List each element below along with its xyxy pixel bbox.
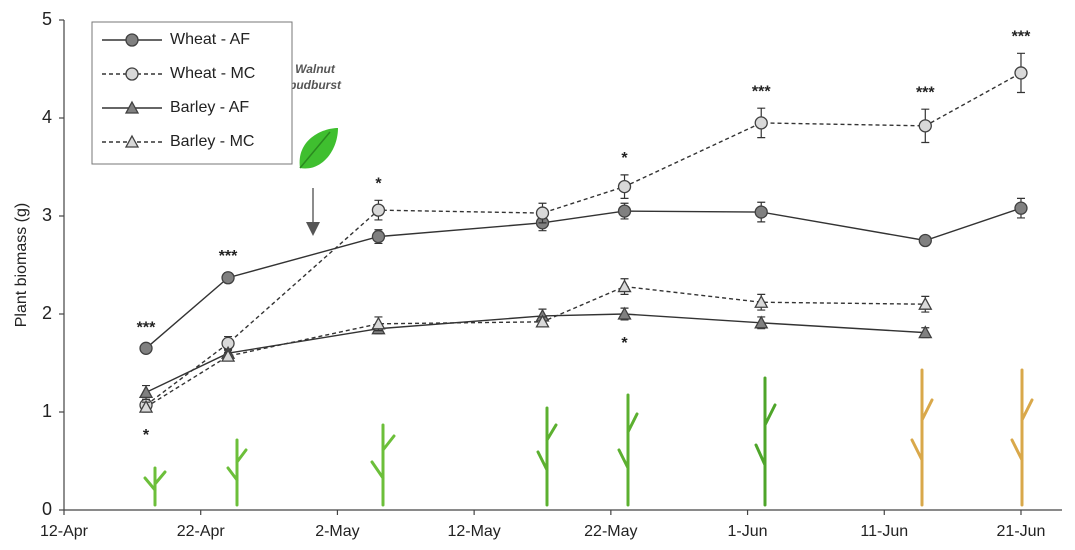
x-tick-label: 12-May — [447, 523, 500, 540]
y-tick-label: 2 — [42, 303, 52, 323]
plant-icon — [145, 468, 165, 505]
significance-label: *** — [752, 83, 771, 100]
legend-marker — [126, 34, 138, 46]
y-tick-label: 3 — [42, 205, 52, 225]
significance-label: * — [375, 176, 382, 193]
x-tick-label: 22-Apr — [177, 523, 226, 540]
significance-label: * — [621, 150, 628, 167]
y-tick-label: 1 — [42, 401, 52, 421]
data-point — [619, 205, 631, 217]
significance-label: *** — [137, 320, 156, 337]
data-point — [140, 342, 152, 354]
data-point — [536, 207, 548, 219]
data-point — [372, 204, 384, 216]
series-line — [146, 314, 925, 392]
legend-label: Barley - AF — [170, 99, 249, 116]
data-point — [755, 117, 767, 129]
plant-icon — [619, 395, 637, 505]
x-tick-label: 22-May — [584, 523, 637, 540]
plant-icon — [1012, 370, 1032, 505]
arrow-head — [306, 222, 320, 236]
x-tick-label: 12-Apr — [40, 523, 89, 540]
legend-marker — [126, 68, 138, 80]
significance-label: *** — [916, 84, 935, 101]
data-point — [372, 231, 384, 243]
legend-label: Wheat - AF — [170, 31, 250, 48]
significance-label: *** — [1012, 29, 1031, 46]
legend-label: Barley - MC — [170, 133, 254, 150]
x-tick-label: 2-May — [315, 523, 359, 540]
x-tick-label: 11-Jun — [860, 523, 908, 540]
y-tick-label: 5 — [42, 9, 52, 29]
data-point — [619, 181, 631, 193]
data-point — [140, 386, 152, 397]
y-tick-label: 4 — [42, 107, 52, 127]
y-tick-label: 0 — [42, 499, 52, 519]
plant-icon — [372, 425, 394, 505]
data-point — [755, 206, 767, 218]
significance-label: *** — [219, 248, 238, 265]
data-point — [919, 120, 931, 132]
annotation-line: Walnut — [295, 62, 336, 76]
chart: Plant biomass (g) Walnut budburst 0 1 2 3 4 5… — [0, 0, 1075, 550]
data-point — [1015, 202, 1027, 214]
data-point — [1015, 67, 1027, 79]
series-line — [146, 208, 1021, 348]
plant-icon — [756, 378, 775, 505]
significance-label: * — [621, 335, 628, 352]
plant-icons — [145, 370, 1032, 505]
annotation-line: budburst — [289, 78, 342, 92]
plant-icon — [228, 440, 246, 505]
data-point — [919, 235, 931, 247]
legend-label: Wheat - MC — [170, 65, 255, 82]
plant-icon — [912, 370, 932, 505]
x-tick-label: 1-Jun — [728, 523, 768, 540]
x-tick-label: 21-Jun — [997, 523, 1046, 540]
y-axis-label: Plant biomass (g) — [13, 203, 30, 328]
data-point — [222, 272, 234, 284]
significance-label: * — [143, 427, 150, 444]
data-point — [619, 281, 631, 292]
plant-icon — [538, 408, 556, 505]
